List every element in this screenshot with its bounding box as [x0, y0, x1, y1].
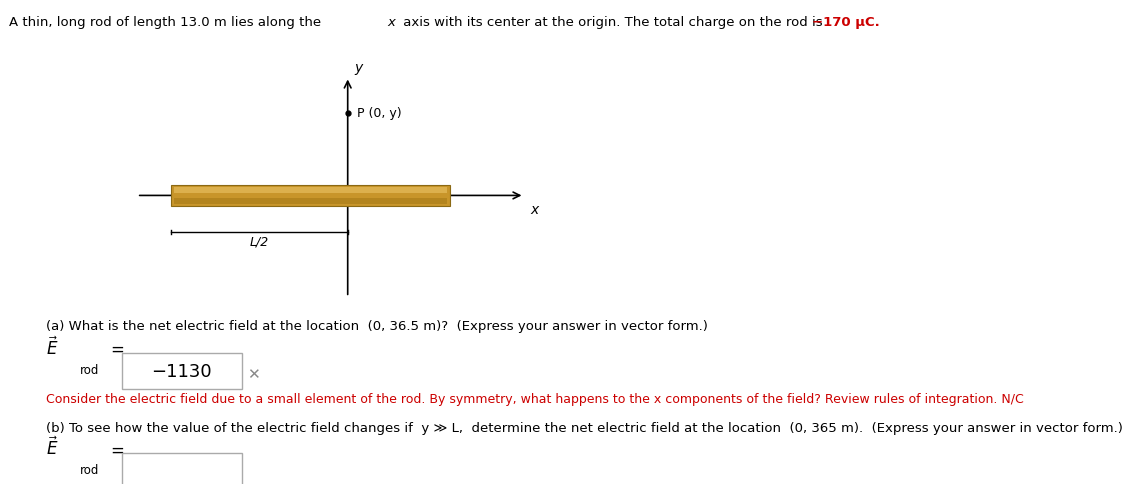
Text: P (0, y): P (0, y) — [357, 107, 401, 120]
Polygon shape — [171, 185, 450, 207]
Text: −1130: −1130 — [152, 363, 212, 380]
Text: ✕: ✕ — [247, 366, 260, 381]
FancyBboxPatch shape — [122, 454, 242, 484]
Text: rod: rod — [80, 463, 99, 476]
Text: (b) To see how the value of the electric field changes if  y ≫ L,  determine the: (b) To see how the value of the electric… — [46, 421, 1123, 434]
Text: $\vec{E}$: $\vec{E}$ — [46, 436, 58, 458]
Text: x: x — [530, 202, 538, 216]
Text: Consider the electric field due to a small element of the rod. By symmetry, what: Consider the electric field due to a sma… — [46, 392, 1024, 405]
Text: A thin, long rod of length 13.0 m lies along the: A thin, long rod of length 13.0 m lies a… — [9, 15, 326, 29]
Text: x: x — [388, 15, 394, 29]
Text: (a) What is the net electric field at the location  (0, 36.5 m)?  (Express your : (a) What is the net electric field at th… — [46, 319, 708, 333]
Text: axis with its center at the origin. The total charge on the rod is: axis with its center at the origin. The … — [399, 15, 831, 29]
Text: $\vec{E}$: $\vec{E}$ — [46, 336, 58, 358]
Text: rod: rod — [80, 363, 99, 376]
Text: =: = — [111, 340, 124, 358]
Text: −170 μC.: −170 μC. — [812, 15, 879, 29]
Text: =: = — [111, 440, 124, 458]
Text: y: y — [355, 61, 363, 75]
Text: L/2: L/2 — [250, 236, 269, 248]
Polygon shape — [174, 199, 447, 205]
FancyBboxPatch shape — [122, 353, 242, 390]
Polygon shape — [174, 187, 447, 194]
